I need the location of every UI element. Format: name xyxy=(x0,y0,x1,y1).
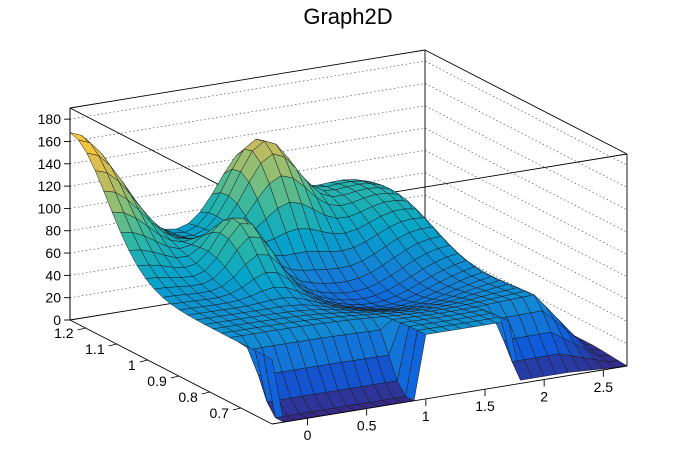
box-edge xyxy=(69,49,426,109)
axis-box-front xyxy=(69,108,628,425)
z-tick-label: 140 xyxy=(38,156,62,172)
y-tick-label: 0.8 xyxy=(178,389,198,405)
axis-ticks: 00.511.522.50.70.80.911.11.2020406080100… xyxy=(38,111,614,443)
z-gridline xyxy=(69,83,628,188)
x-tick-label: 2 xyxy=(540,389,548,405)
x-axis-line xyxy=(271,365,628,425)
z-tick-label: 20 xyxy=(45,290,61,306)
box-edge xyxy=(424,49,628,155)
y-tick-label: 1.1 xyxy=(85,341,105,357)
y-tick-label: 1 xyxy=(128,357,136,373)
y-tick-mark xyxy=(139,359,148,363)
z-tick-label: 100 xyxy=(38,200,62,216)
z-gridline xyxy=(69,60,628,166)
x-tick-label: 1.5 xyxy=(475,398,495,414)
chart-title: Graph2D xyxy=(303,4,393,29)
surface-mesh xyxy=(69,132,628,423)
y-axis-line xyxy=(69,319,273,425)
z-tick-label: 0 xyxy=(53,312,61,328)
y-tick-label: 1.2 xyxy=(54,325,74,341)
y-tick-label: 0.7 xyxy=(209,405,229,421)
y-tick-label: 0.9 xyxy=(147,373,167,389)
x-tick-label: 0.5 xyxy=(357,418,377,434)
z-tick-label: 120 xyxy=(38,178,62,194)
z-tick-label: 180 xyxy=(38,111,62,127)
z-tick-label: 80 xyxy=(45,223,61,239)
x-tick-label: 2.5 xyxy=(594,379,614,395)
z-tick-label: 60 xyxy=(45,245,61,261)
z-tick-label: 40 xyxy=(45,267,61,283)
x-tick-label: 1 xyxy=(422,408,430,424)
y-tick-mark xyxy=(77,327,86,331)
y-tick-mark xyxy=(170,375,179,379)
y-tick-mark xyxy=(108,343,117,347)
x-tick-label: 0 xyxy=(304,427,312,443)
y-tick-mark xyxy=(201,391,210,395)
y-tick-mark xyxy=(232,407,242,411)
z-tick-label: 160 xyxy=(38,133,62,149)
